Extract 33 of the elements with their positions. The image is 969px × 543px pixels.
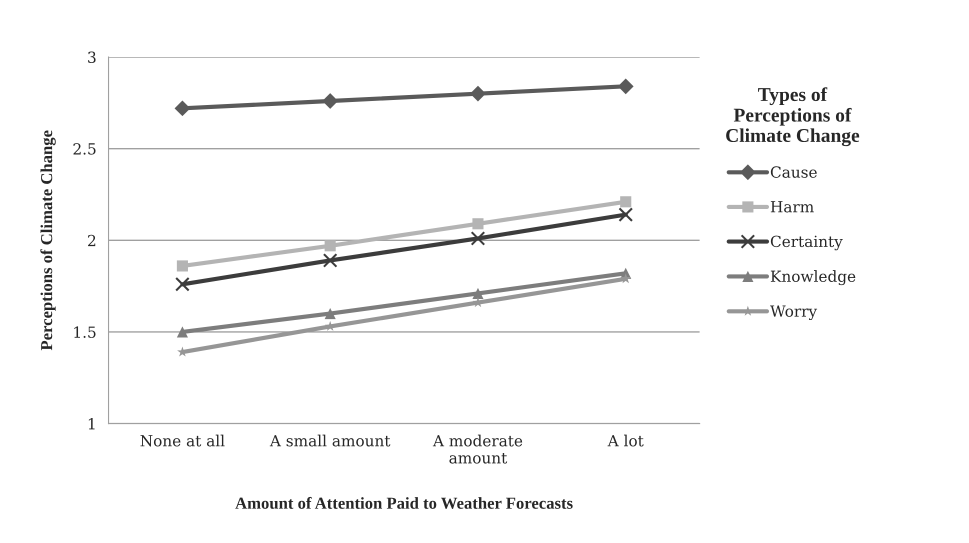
- legend-label: Worry: [770, 306, 818, 320]
- x-tick-label: None at all: [140, 434, 225, 446]
- point: [176, 260, 188, 272]
- legend-label: Certainty: [770, 236, 843, 250]
- point: [324, 240, 336, 252]
- x-tick-label: A moderate amount: [432, 434, 522, 464]
- point: [472, 288, 484, 299]
- point: [618, 78, 634, 94]
- y-tick-label: 3: [88, 51, 96, 64]
- point: [470, 231, 486, 246]
- point: [618, 207, 634, 222]
- point: [620, 196, 632, 208]
- y-tick-label: 1: [88, 418, 95, 430]
- legend-label: Knowledge: [770, 270, 856, 286]
- x-tick-label: A small amount: [270, 434, 390, 446]
- legend-label: Harm: [770, 201, 814, 212]
- point: [470, 86, 486, 102]
- y-tick-label: 2.5: [73, 143, 96, 155]
- point: [620, 273, 632, 284]
- point: [472, 218, 484, 230]
- y-axis-title: Perceptions of Climate Change: [40, 130, 56, 350]
- legend-title: Types of Perceptions of Climate Change: [726, 87, 860, 146]
- point: [324, 308, 336, 320]
- legend-label: Cause: [770, 166, 817, 178]
- x-tick-label: A lot: [608, 434, 644, 446]
- point: [175, 276, 190, 292]
- y-tick-label: 1.5: [74, 326, 96, 338]
- y-tick-label: 2: [88, 234, 96, 246]
- point: [176, 326, 188, 338]
- point: [322, 253, 338, 268]
- point: [174, 100, 190, 116]
- x-axis-title: Amount of Attention Paid to Weather Forecasts: [235, 496, 573, 509]
- point: [322, 93, 338, 109]
